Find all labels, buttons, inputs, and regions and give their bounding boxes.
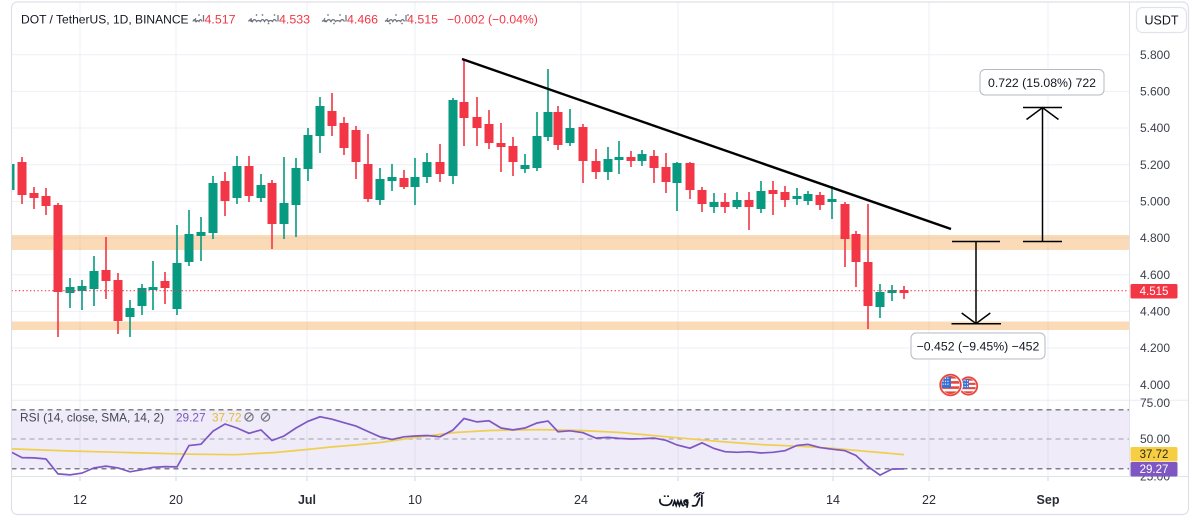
svg-text:Jul: Jul bbox=[298, 493, 316, 507]
svg-text:Sep: Sep bbox=[1037, 493, 1060, 507]
svg-text:4.517: 4.517 bbox=[205, 13, 236, 27]
svg-text:22: 22 bbox=[922, 493, 936, 507]
svg-text:5.200: 5.200 bbox=[1140, 158, 1170, 172]
svg-text:4.466: 4.466 bbox=[347, 13, 378, 27]
svg-text:5.600: 5.600 bbox=[1140, 85, 1170, 99]
svg-text:4.800: 4.800 bbox=[1140, 231, 1170, 245]
svg-text:29.27: 29.27 bbox=[1140, 464, 1169, 476]
svg-text:4.400: 4.400 bbox=[1140, 305, 1170, 319]
svg-text:20: 20 bbox=[169, 493, 183, 507]
svg-text:5.000: 5.000 bbox=[1140, 195, 1170, 209]
svg-text:−0.452 (−9.45%) −452: −0.452 (−9.45%) −452 bbox=[917, 340, 1040, 354]
svg-text:37.72: 37.72 bbox=[1140, 449, 1169, 461]
svg-text:37.72: 37.72 bbox=[212, 411, 242, 425]
svg-text:RSI (14, close, SMA, 14, 2): RSI (14, close, SMA, 14, 2) bbox=[20, 411, 164, 425]
svg-text:50.00: 50.00 bbox=[1140, 432, 1170, 446]
svg-text:USDT: USDT bbox=[1144, 13, 1178, 27]
svg-text:4.515: 4.515 bbox=[407, 13, 438, 27]
svg-text:−0.002 (−0.04%): −0.002 (−0.04%) bbox=[447, 13, 538, 27]
svg-text:24: 24 bbox=[574, 493, 588, 507]
svg-text:4.515: 4.515 bbox=[1140, 286, 1169, 298]
svg-text:14: 14 bbox=[826, 493, 840, 507]
svg-text:4.000: 4.000 bbox=[1140, 378, 1170, 392]
svg-text:5.400: 5.400 bbox=[1140, 121, 1170, 135]
svg-text:4.200: 4.200 bbox=[1140, 341, 1170, 355]
svg-text:12: 12 bbox=[73, 493, 87, 507]
svg-text:75.00: 75.00 bbox=[1140, 396, 1170, 410]
svg-text:29.27: 29.27 bbox=[176, 411, 206, 425]
svg-text:0.722 (15.08%) 722: 0.722 (15.08%) 722 bbox=[988, 76, 1096, 90]
svg-text:4.533: 4.533 bbox=[279, 13, 310, 27]
svg-text:10: 10 bbox=[408, 493, 422, 507]
svg-text:DOT / TetherUS, 1D, BINANCE: DOT / TetherUS, 1D, BINANCE bbox=[21, 13, 189, 27]
svg-text:5.800: 5.800 bbox=[1140, 48, 1170, 62]
svg-text:4.600: 4.600 bbox=[1140, 268, 1170, 282]
